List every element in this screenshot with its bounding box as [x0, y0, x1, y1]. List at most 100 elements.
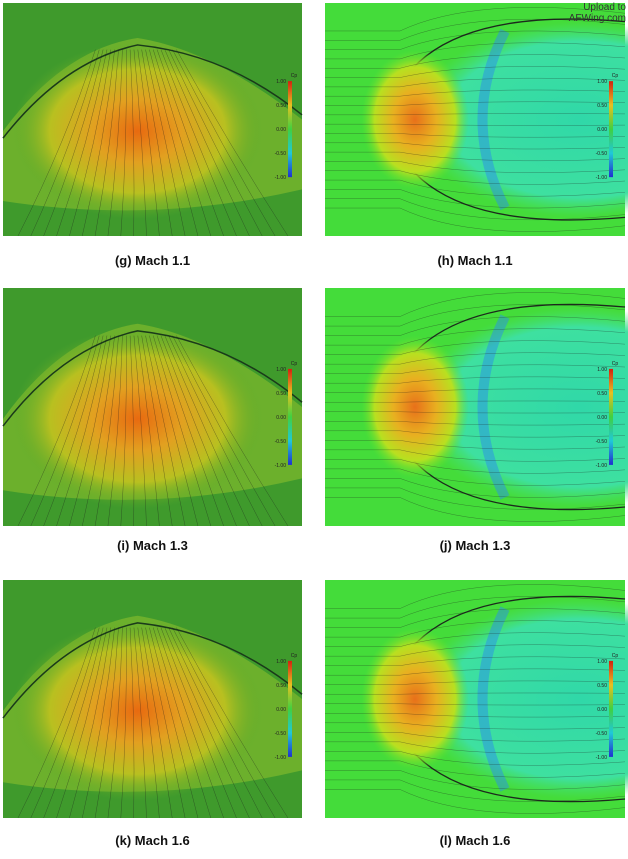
streamline [325, 66, 626, 78]
colorbar-label: 0.00 [597, 707, 607, 713]
shock-line [2, 330, 303, 427]
colorbar [288, 81, 292, 178]
streamline [133, 627, 147, 819]
streamline [17, 627, 96, 819]
streamline [325, 352, 626, 365]
colorbar-label: 1.00 [597, 659, 607, 665]
colorbar-label: 0.00 [597, 415, 607, 421]
streamline [129, 335, 135, 527]
streamline [325, 133, 626, 138]
streamline [325, 584, 626, 609]
colorbar-label: 0.00 [276, 707, 286, 713]
streamline [325, 608, 626, 628]
streamline [56, 627, 108, 819]
colorbar-label: -1.00 [275, 463, 287, 469]
colorbar-label: 1.00 [276, 659, 286, 665]
streamline [325, 328, 626, 346]
streamline [325, 421, 626, 426]
colorbar-title: Cp [612, 653, 619, 659]
streamline [325, 692, 626, 695]
streamline [145, 49, 186, 237]
colorbar-label: -0.50 [275, 151, 287, 157]
streamline [164, 49, 250, 237]
streamline [153, 49, 211, 237]
pressure-blob [11, 328, 264, 510]
streamline [145, 335, 186, 527]
colorbar-label: 0.50 [276, 683, 286, 689]
wake-region [415, 307, 628, 507]
pressure-blob [361, 627, 469, 771]
streamline [17, 49, 96, 237]
streamline [325, 644, 626, 657]
colorbar-label: 0.00 [276, 127, 286, 133]
streamline [176, 627, 289, 819]
streamline [325, 770, 626, 790]
streamline [325, 440, 626, 450]
colorbar-label: 0.50 [276, 391, 286, 397]
streamline [82, 49, 115, 237]
streamline [325, 478, 626, 498]
colorbar-label: 0.50 [276, 103, 286, 109]
streamline [149, 49, 199, 237]
flow-image: Cp 1.00 0.50 0.00 -0.50 -1.00 [2, 3, 303, 237]
panel-caption: (g) Mach 1.1 [115, 253, 190, 268]
streamline [149, 335, 199, 527]
streamline [325, 632, 626, 647]
streamline [325, 400, 626, 403]
wake-region [415, 21, 628, 218]
streamline [133, 49, 147, 237]
streamline [172, 335, 276, 527]
streamline [325, 468, 626, 486]
streamline [168, 627, 263, 819]
streamline [164, 627, 250, 819]
streamline [325, 142, 626, 150]
streamline [30, 335, 100, 527]
streamline [145, 627, 186, 819]
panel-caption: (k) Mach 1.6 [115, 833, 189, 848]
streamline [325, 487, 626, 510]
streamline [69, 335, 112, 527]
streamline [325, 497, 626, 522]
streamline [160, 49, 237, 237]
streamline [176, 49, 289, 237]
streamline [156, 49, 224, 237]
shock-line [2, 44, 303, 139]
streamline [325, 179, 626, 197]
streamline [137, 627, 160, 819]
streamline [160, 335, 237, 527]
watermark: Upload to [583, 2, 626, 13]
streamline [129, 627, 135, 819]
streamline [120, 49, 127, 237]
streamline [325, 364, 626, 374]
flow-image: Cp 1.00 0.50 0.00 -0.50 -1.00 [325, 580, 628, 818]
streamline [325, 77, 626, 88]
streamline [325, 292, 626, 317]
streamline [325, 596, 626, 619]
streamline [325, 101, 626, 106]
streamline [107, 335, 123, 527]
streamline [56, 49, 108, 237]
streamline [160, 627, 237, 819]
streamline [172, 627, 276, 819]
colorbar-label: -0.50 [275, 731, 287, 737]
streamline [325, 376, 626, 384]
streamline [325, 713, 626, 718]
watermark: AFWing.com [569, 13, 626, 24]
colorbar-label: -0.50 [596, 439, 608, 445]
streamline [141, 627, 173, 819]
panel-caption: (i) Mach 1.3 [117, 538, 188, 553]
pressure-blob [361, 49, 469, 190]
shock-line [2, 622, 303, 719]
streamline [94, 335, 119, 527]
streamline [17, 335, 96, 527]
streamline [325, 170, 626, 185]
streamline [325, 430, 626, 438]
streamline [325, 151, 626, 162]
streamline [168, 49, 263, 237]
colorbar-label: 0.00 [597, 127, 607, 133]
streamline [325, 340, 626, 355]
colorbar-title: Cp [612, 361, 619, 367]
streamline [164, 335, 250, 527]
streamline [56, 335, 108, 527]
